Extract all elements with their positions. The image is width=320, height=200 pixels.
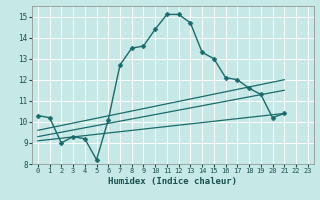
X-axis label: Humidex (Indice chaleur): Humidex (Indice chaleur) [108,177,237,186]
